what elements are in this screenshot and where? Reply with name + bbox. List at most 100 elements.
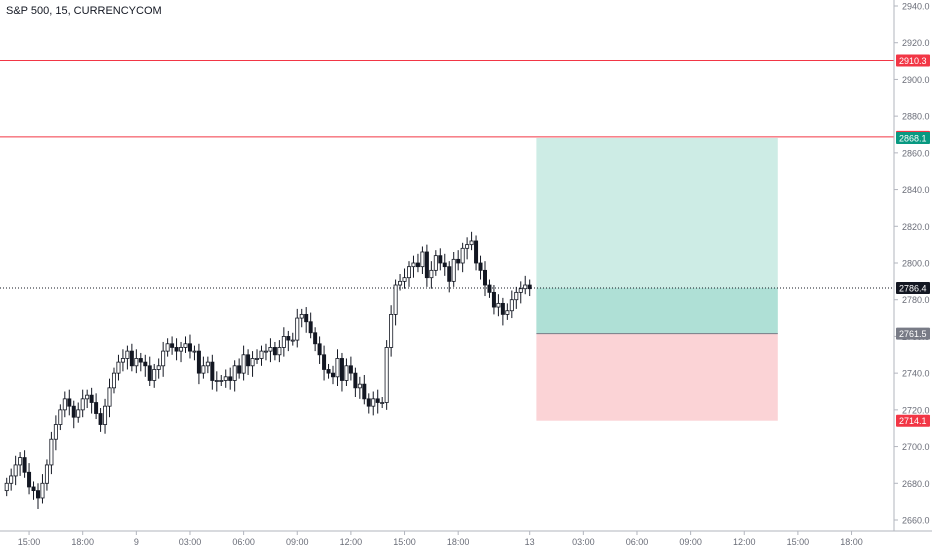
candle-body[interactable] bbox=[35, 490, 40, 499]
candle-body[interactable] bbox=[491, 291, 496, 308]
candle-body[interactable] bbox=[111, 372, 116, 389]
candle-body[interactable] bbox=[429, 269, 434, 279]
candle-body[interactable] bbox=[187, 343, 192, 352]
candle-body[interactable] bbox=[179, 347, 184, 352]
candle-body[interactable] bbox=[447, 266, 452, 282]
candle-body[interactable] bbox=[107, 387, 112, 407]
candle-body[interactable] bbox=[281, 336, 286, 348]
candle-body[interactable] bbox=[4, 482, 9, 492]
candle-body[interactable] bbox=[120, 358, 125, 363]
candle-body[interactable] bbox=[286, 336, 291, 341]
candle-body[interactable] bbox=[22, 457, 27, 473]
candle-body[interactable] bbox=[31, 486, 36, 492]
candle-body[interactable] bbox=[134, 358, 139, 367]
candle-body[interactable] bbox=[143, 361, 148, 367]
candle-body[interactable] bbox=[210, 361, 215, 381]
candle-body[interactable] bbox=[411, 262, 416, 268]
candle-body[interactable] bbox=[147, 365, 152, 381]
candle-body[interactable] bbox=[442, 262, 447, 268]
candle-body[interactable] bbox=[98, 413, 103, 425]
candle-body[interactable] bbox=[170, 343, 175, 348]
candle-body[interactable] bbox=[138, 358, 143, 363]
candle-body[interactable] bbox=[192, 350, 197, 353]
candle-body[interactable] bbox=[58, 409, 63, 425]
candle-body[interactable] bbox=[527, 284, 532, 290]
candle-body[interactable] bbox=[438, 255, 443, 264]
candle-body[interactable] bbox=[18, 457, 23, 466]
candle-body[interactable] bbox=[232, 365, 237, 381]
candle-body[interactable] bbox=[402, 277, 407, 282]
candle-body[interactable] bbox=[263, 350, 268, 353]
candle-body[interactable] bbox=[205, 361, 210, 367]
candle-body[interactable] bbox=[44, 464, 49, 484]
candle-body[interactable] bbox=[259, 350, 264, 359]
candle-body[interactable] bbox=[152, 369, 157, 381]
candle-body[interactable] bbox=[62, 398, 67, 411]
candle-body[interactable] bbox=[317, 343, 322, 356]
candle-body[interactable] bbox=[335, 358, 340, 378]
candle-body[interactable] bbox=[80, 398, 85, 411]
candle-body[interactable] bbox=[116, 361, 121, 374]
candle-body[interactable] bbox=[331, 372, 336, 378]
candle-body[interactable] bbox=[13, 464, 18, 477]
candle-body[interactable] bbox=[478, 262, 483, 271]
candle-body[interactable] bbox=[290, 339, 295, 342]
candle-body[interactable] bbox=[214, 380, 219, 382]
candle-body[interactable] bbox=[241, 354, 246, 374]
candle-body[interactable] bbox=[509, 299, 514, 312]
candle-body[interactable] bbox=[295, 317, 300, 341]
candle-body[interactable] bbox=[326, 369, 331, 374]
candle-body[interactable] bbox=[219, 380, 224, 382]
candle-body[interactable] bbox=[514, 291, 519, 301]
candle-body[interactable] bbox=[523, 284, 528, 290]
candle-body[interactable] bbox=[246, 354, 251, 367]
candle-body[interactable] bbox=[469, 240, 474, 246]
candle-body[interactable] bbox=[89, 394, 94, 403]
candle-body[interactable] bbox=[250, 358, 255, 367]
candle-body[interactable] bbox=[237, 365, 242, 374]
candle-body[interactable] bbox=[500, 302, 505, 315]
candle-body[interactable] bbox=[129, 350, 134, 367]
candle-body[interactable] bbox=[125, 350, 130, 359]
candle-body[interactable] bbox=[460, 247, 465, 264]
candle-body[interactable] bbox=[371, 398, 376, 407]
candle-body[interactable] bbox=[49, 438, 54, 466]
candle-body[interactable] bbox=[94, 402, 99, 414]
candle-body[interactable] bbox=[161, 350, 166, 367]
candle-body[interactable] bbox=[357, 383, 362, 389]
candle-body[interactable] bbox=[322, 354, 327, 370]
candle-body[interactable] bbox=[398, 280, 403, 286]
candle-body[interactable] bbox=[71, 405, 76, 418]
candle-body[interactable] bbox=[40, 482, 45, 499]
candle-body[interactable] bbox=[228, 376, 233, 381]
candle-body[interactable] bbox=[456, 258, 461, 264]
candle-body[interactable] bbox=[415, 262, 420, 268]
candle-body[interactable] bbox=[76, 409, 81, 418]
candle-body[interactable] bbox=[339, 358, 344, 381]
candle-body[interactable] bbox=[308, 321, 313, 334]
candle-body[interactable] bbox=[344, 365, 349, 381]
candle-body[interactable] bbox=[407, 266, 412, 279]
candle-body[interactable] bbox=[424, 251, 429, 279]
candle-body[interactable] bbox=[380, 402, 385, 404]
candle-body[interactable] bbox=[389, 313, 394, 348]
candle-body[interactable] bbox=[53, 424, 58, 440]
candle-body[interactable] bbox=[313, 332, 318, 345]
candle-body[interactable] bbox=[255, 358, 260, 360]
loss-zone[interactable] bbox=[536, 333, 778, 421]
candle-body[interactable] bbox=[474, 240, 479, 264]
candle-body[interactable] bbox=[156, 365, 161, 370]
candle-body[interactable] bbox=[451, 258, 456, 282]
candle-body[interactable] bbox=[183, 343, 188, 348]
candle-body[interactable] bbox=[518, 288, 523, 293]
candle-body[interactable] bbox=[103, 405, 108, 425]
candle-body[interactable] bbox=[465, 244, 470, 249]
candle-body[interactable] bbox=[348, 365, 353, 374]
candle-body[interactable] bbox=[196, 350, 201, 374]
candle-body[interactable] bbox=[420, 251, 425, 268]
candle-body[interactable] bbox=[299, 313, 304, 319]
candle-body[interactable] bbox=[487, 284, 492, 293]
candle-body[interactable] bbox=[174, 347, 179, 352]
